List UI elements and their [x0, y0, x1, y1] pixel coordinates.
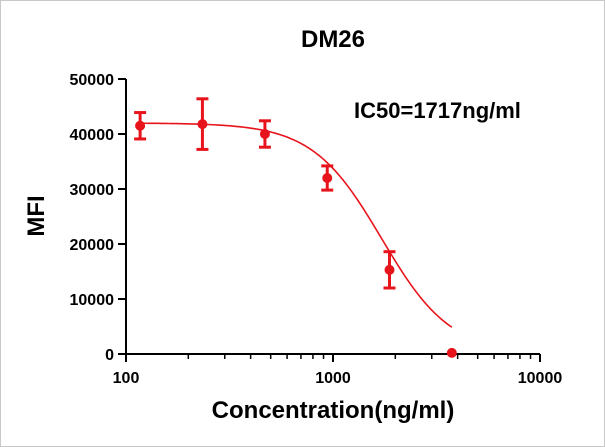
x-axis: 100 1000 10000: [113, 353, 563, 387]
x-tick-label: 10000: [518, 370, 563, 387]
data-point: [446, 347, 457, 358]
y-tick-label: 50000: [70, 72, 115, 89]
y-tick-label: 0: [105, 347, 114, 364]
y-axis-label: MFI: [23, 195, 50, 236]
y-tick-label: 40000: [70, 127, 115, 144]
data-point: [384, 264, 395, 275]
x-tick-label: 1000: [315, 370, 351, 387]
fit-curve: [140, 122, 453, 328]
x-tick-label: 100: [113, 370, 140, 387]
y-tick-label: 10000: [70, 292, 115, 309]
data-point: [197, 119, 208, 130]
y-axis: 0 10000 20000 30000 40000 50000: [70, 72, 127, 364]
data-point: [259, 129, 270, 139]
plot-area: [134, 97, 457, 358]
ic50-annotation: IC50=1717ng/ml: [354, 98, 521, 123]
y-tick-label: 30000: [70, 182, 115, 199]
data-point: [322, 173, 333, 183]
data-point: [135, 120, 146, 131]
x-axis-label: Concentration(ng/ml): [212, 397, 455, 424]
chart-title: DM26: [301, 26, 365, 53]
y-tick-label: 20000: [70, 237, 115, 254]
